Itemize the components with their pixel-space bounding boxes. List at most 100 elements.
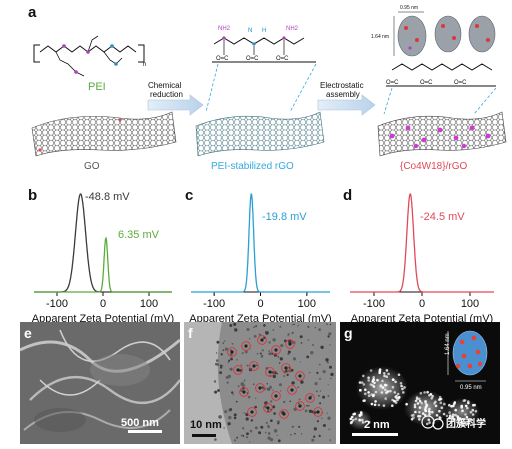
haadf-atom: [393, 391, 397, 394]
tem-speck: [291, 324, 293, 326]
tem-cluster-core: [288, 342, 292, 346]
tem-speck: [217, 389, 220, 392]
tem-speck: [318, 328, 321, 331]
haadf-atom: [434, 400, 437, 404]
tem-speck: [329, 365, 332, 369]
tem-speck: [263, 324, 266, 327]
panel-e: e 500 nm: [19, 322, 181, 444]
tem-speck: [244, 350, 248, 354]
tem-speck: [314, 382, 318, 386]
haadf-atom: [428, 412, 431, 416]
x-tick-label: -100: [46, 298, 68, 310]
haadf-atom: [451, 415, 454, 419]
tem-cluster-marker: [271, 345, 281, 355]
haadf-atom: [410, 417, 414, 421]
tem-speck: [267, 410, 270, 413]
haadf-atom: [370, 402, 374, 406]
haadf-atom: [428, 410, 432, 414]
tem-speck: [272, 389, 274, 391]
carbonyl-5: O=C: [420, 80, 433, 86]
tem-speck: [255, 325, 257, 328]
tem-cluster-marker: [313, 407, 323, 417]
tem-speck: [228, 359, 231, 362]
haadf-atom: [474, 410, 478, 413]
tem-speck: [268, 350, 271, 352]
haadf-atom: [391, 404, 394, 408]
tem-cluster-marker: [263, 403, 273, 413]
tem-cluster-core: [260, 338, 264, 342]
tem-speck: [254, 426, 258, 430]
tem-speck: [230, 357, 233, 361]
x-tick-label: -100: [363, 298, 385, 310]
tem-speck: [300, 342, 303, 344]
step2-label-line1: Electrostatic: [320, 81, 364, 90]
rgo-sheet: [195, 111, 325, 157]
tem-speck: [318, 434, 321, 437]
haadf-atom: [354, 417, 358, 421]
haadf-atom: [464, 413, 467, 416]
scale-bar-f: [192, 434, 216, 437]
tem-cluster-core: [268, 370, 272, 374]
haadf-atom: [397, 373, 401, 377]
haadf-atom: [448, 414, 452, 418]
tem-speck: [327, 394, 330, 397]
tem-speck: [247, 395, 251, 399]
haadf-atom: [360, 381, 364, 384]
tem-speck: [240, 434, 243, 437]
scale-bar-e: [128, 430, 162, 433]
tem-speck: [246, 436, 249, 439]
panel-b-letter: b: [28, 187, 37, 204]
tem-speck: [325, 358, 329, 362]
tem-cluster-core: [244, 344, 248, 348]
tem-speck: [283, 400, 286, 404]
tem-speck: [266, 388, 268, 390]
series-label: -48.8 mV: [85, 191, 130, 203]
tem-speck: [322, 424, 326, 427]
haadf-atom: [439, 397, 443, 401]
tem-speck: [221, 365, 224, 367]
haadf-atom: [443, 402, 446, 406]
haadf-atom: [369, 369, 373, 372]
go-label: GO: [84, 161, 100, 172]
tem-speck: [280, 390, 282, 392]
tem-speck: [245, 417, 249, 421]
tem-speck: [287, 339, 292, 343]
tem-cluster-marker: [255, 383, 265, 393]
tem-speck: [269, 385, 272, 389]
pom-cluster-1: [397, 15, 427, 57]
tem-speck: [276, 434, 278, 436]
haadf-atom: [454, 413, 457, 417]
haadf-atom: [448, 411, 451, 414]
haadf-atom: [351, 418, 355, 422]
tem-speck: [280, 344, 284, 348]
tem-speck: [270, 408, 272, 411]
tem-speck: [316, 371, 319, 374]
tem-cluster-marker: [295, 401, 305, 411]
panel-f: f 10 nm: [184, 322, 336, 444]
tem-speck: [228, 415, 232, 420]
tem-speck: [244, 379, 246, 381]
haadf-atom: [374, 400, 377, 403]
haadf-atom: [372, 378, 375, 381]
tem-cluster-marker: [265, 367, 275, 377]
haadf-atom: [367, 391, 370, 394]
tem-speck: [223, 340, 226, 342]
tem-cluster-marker: [233, 365, 243, 375]
tem-speck: [315, 390, 318, 393]
haadf-atom: [450, 405, 453, 408]
tem-speck: [292, 357, 297, 361]
haadf-atom: [364, 392, 367, 396]
haadf-atom: [380, 391, 384, 394]
tem-speck: [222, 342, 224, 344]
tem-speck: [319, 390, 322, 392]
haadf-atom: [376, 378, 379, 382]
tem-cluster-marker: [281, 363, 291, 373]
scale-label-g: 2 nm: [364, 419, 390, 431]
haadf-atom: [367, 394, 371, 398]
haadf-atom: [428, 394, 431, 397]
tem-speck: [224, 410, 228, 414]
tem-speck: [318, 363, 321, 366]
tem-speck: [297, 386, 299, 388]
